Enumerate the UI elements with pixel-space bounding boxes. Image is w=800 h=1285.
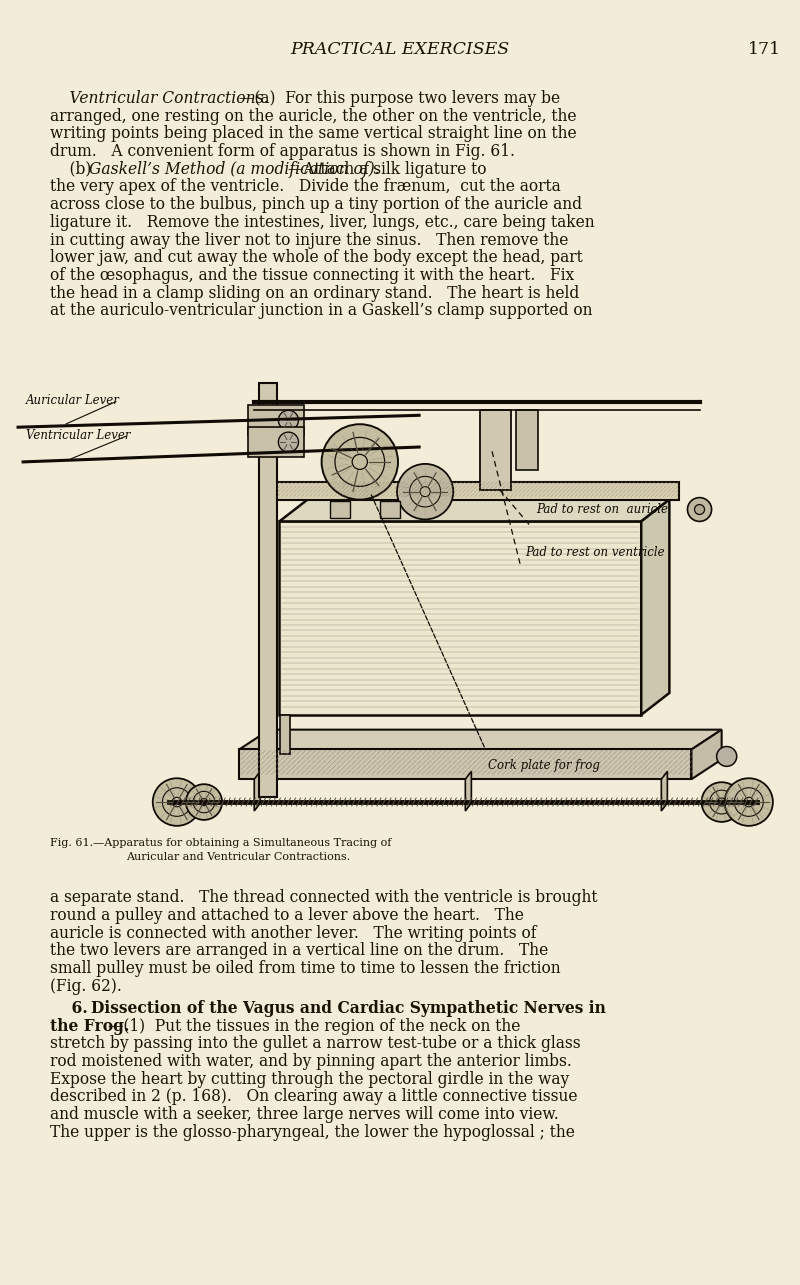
- Circle shape: [717, 747, 737, 766]
- Text: Fig. 61.—Apparatus for obtaining a Simultaneous Tracing of: Fig. 61.—Apparatus for obtaining a Simul…: [50, 838, 391, 848]
- Text: the head in a clamp sliding on an ordinary stand.   The heart is held: the head in a clamp sliding on an ordina…: [50, 284, 579, 302]
- Text: 6.: 6.: [50, 1000, 98, 1016]
- Polygon shape: [239, 730, 722, 749]
- Text: across close to the bulbus, pinch up a tiny portion of the auricle and: across close to the bulbus, pinch up a t…: [50, 197, 582, 213]
- Text: Auricular Lever: Auricular Lever: [26, 394, 120, 407]
- Bar: [330, 501, 350, 518]
- Text: ligature it.   Remove the intestines, liver, lungs, etc., care being taken: ligature it. Remove the intestines, live…: [50, 213, 594, 231]
- Text: in cutting away the liver not to injure the sinus.   Then remove the: in cutting away the liver not to injure …: [50, 231, 568, 248]
- Text: —(a)  For this purpose two levers may be: —(a) For this purpose two levers may be: [239, 90, 560, 107]
- Text: at the auriculo-ventricular junction in a Gaskell’s clamp supported on: at the auriculo-ventricular junction in …: [50, 302, 592, 319]
- Text: Pad to rest on  auricle: Pad to rest on auricle: [536, 504, 668, 517]
- Text: rod moistened with water, and by pinning apart the anterior limbs.: rod moistened with water, and by pinning…: [50, 1052, 571, 1070]
- Text: —Attach a silk ligature to: —Attach a silk ligature to: [288, 161, 486, 177]
- Circle shape: [186, 784, 222, 820]
- Polygon shape: [254, 771, 260, 811]
- Bar: [279, 522, 642, 714]
- Circle shape: [687, 497, 711, 522]
- Circle shape: [153, 779, 201, 826]
- Bar: [274, 482, 679, 500]
- Text: described in 2 (p. 168).   On clearing away a little connective tissue: described in 2 (p. 168). On clearing awa…: [50, 1088, 577, 1105]
- Bar: [259, 383, 278, 797]
- Text: the very apex of the ventricle.   Divide the frænum,  cut the aorta: the very apex of the ventricle. Divide t…: [50, 179, 560, 195]
- Polygon shape: [691, 730, 722, 779]
- Text: lower jaw, and cut away the whole of the body except the head, part: lower jaw, and cut away the whole of the…: [50, 249, 582, 266]
- Text: Dissection of the Vagus and Cardiac Sympathetic Nerves in: Dissection of the Vagus and Cardiac Symp…: [91, 1000, 606, 1016]
- Text: 171: 171: [748, 41, 781, 58]
- Text: —(1)  Put the tissues in the region of the neck on the: —(1) Put the tissues in the region of th…: [108, 1018, 520, 1034]
- Text: Cork plate for frog: Cork plate for frog: [489, 759, 600, 772]
- Text: a separate stand.   The thread connected with the ventricle is brought: a separate stand. The thread connected w…: [50, 889, 597, 906]
- Text: Auricular and Ventricular Contractions.: Auricular and Ventricular Contractions.: [126, 852, 350, 862]
- Text: Pad to rest on ventricle: Pad to rest on ventricle: [526, 546, 666, 559]
- Bar: [280, 714, 290, 754]
- Circle shape: [694, 505, 705, 514]
- Polygon shape: [466, 771, 471, 811]
- Circle shape: [725, 779, 773, 826]
- Text: drum.   A convenient form of apparatus is shown in Fig. 61.: drum. A convenient form of apparatus is …: [50, 143, 514, 161]
- Bar: [380, 501, 400, 518]
- Text: arranged, one resting on the auricle, the other on the ventricle, the: arranged, one resting on the auricle, th…: [50, 108, 576, 125]
- Bar: [248, 427, 303, 457]
- Text: (Fig. 62).: (Fig. 62).: [50, 978, 122, 995]
- Circle shape: [397, 464, 454, 519]
- Text: small pulley must be oiled from time to time to lessen the friction: small pulley must be oiled from time to …: [50, 960, 560, 977]
- Text: Gaskell’s Method (a modification of).: Gaskell’s Method (a modification of).: [89, 161, 379, 177]
- Circle shape: [702, 783, 742, 822]
- Text: the Frog.: the Frog.: [50, 1018, 129, 1034]
- Text: The upper is the glosso-pharyngeal, the lower the hypoglossal ; the: The upper is the glosso-pharyngeal, the …: [50, 1123, 574, 1141]
- Text: auricle is connected with another lever.   The writing points of: auricle is connected with another lever.…: [50, 925, 536, 942]
- Text: of the œsophagus, and the tissue connecting it with the heart.   Fix: of the œsophagus, and the tissue connect…: [50, 267, 574, 284]
- Bar: [481, 410, 510, 490]
- Text: the two levers are arranged in a vertical line on the drum.   The: the two levers are arranged in a vertica…: [50, 942, 548, 960]
- Text: and muscle with a seeker, three large nerves will come into view.: and muscle with a seeker, three large ne…: [50, 1106, 558, 1123]
- Text: writing points being placed in the same vertical straight line on the: writing points being placed in the same …: [50, 126, 576, 143]
- Text: stretch by passing into the gullet a narrow test-tube or a thick glass: stretch by passing into the gullet a nar…: [50, 1036, 580, 1052]
- Text: PRACTICAL EXERCISES: PRACTICAL EXERCISES: [290, 41, 510, 58]
- Circle shape: [322, 424, 398, 500]
- Polygon shape: [662, 771, 667, 811]
- Text: Expose the heart by cutting through the pectoral girdle in the way: Expose the heart by cutting through the …: [50, 1070, 569, 1087]
- Text: round a pulley and attached to a lever above the heart.   The: round a pulley and attached to a lever a…: [50, 907, 523, 924]
- Bar: [515, 410, 538, 470]
- Text: (b): (b): [50, 161, 101, 177]
- Bar: [248, 405, 303, 436]
- Circle shape: [278, 432, 298, 452]
- Bar: [239, 749, 691, 779]
- Text: Ventricular Contractions.: Ventricular Contractions.: [50, 90, 268, 107]
- Polygon shape: [642, 500, 670, 714]
- Text: Ventricular Lever: Ventricular Lever: [26, 429, 130, 442]
- Circle shape: [278, 410, 298, 430]
- Polygon shape: [279, 500, 670, 522]
